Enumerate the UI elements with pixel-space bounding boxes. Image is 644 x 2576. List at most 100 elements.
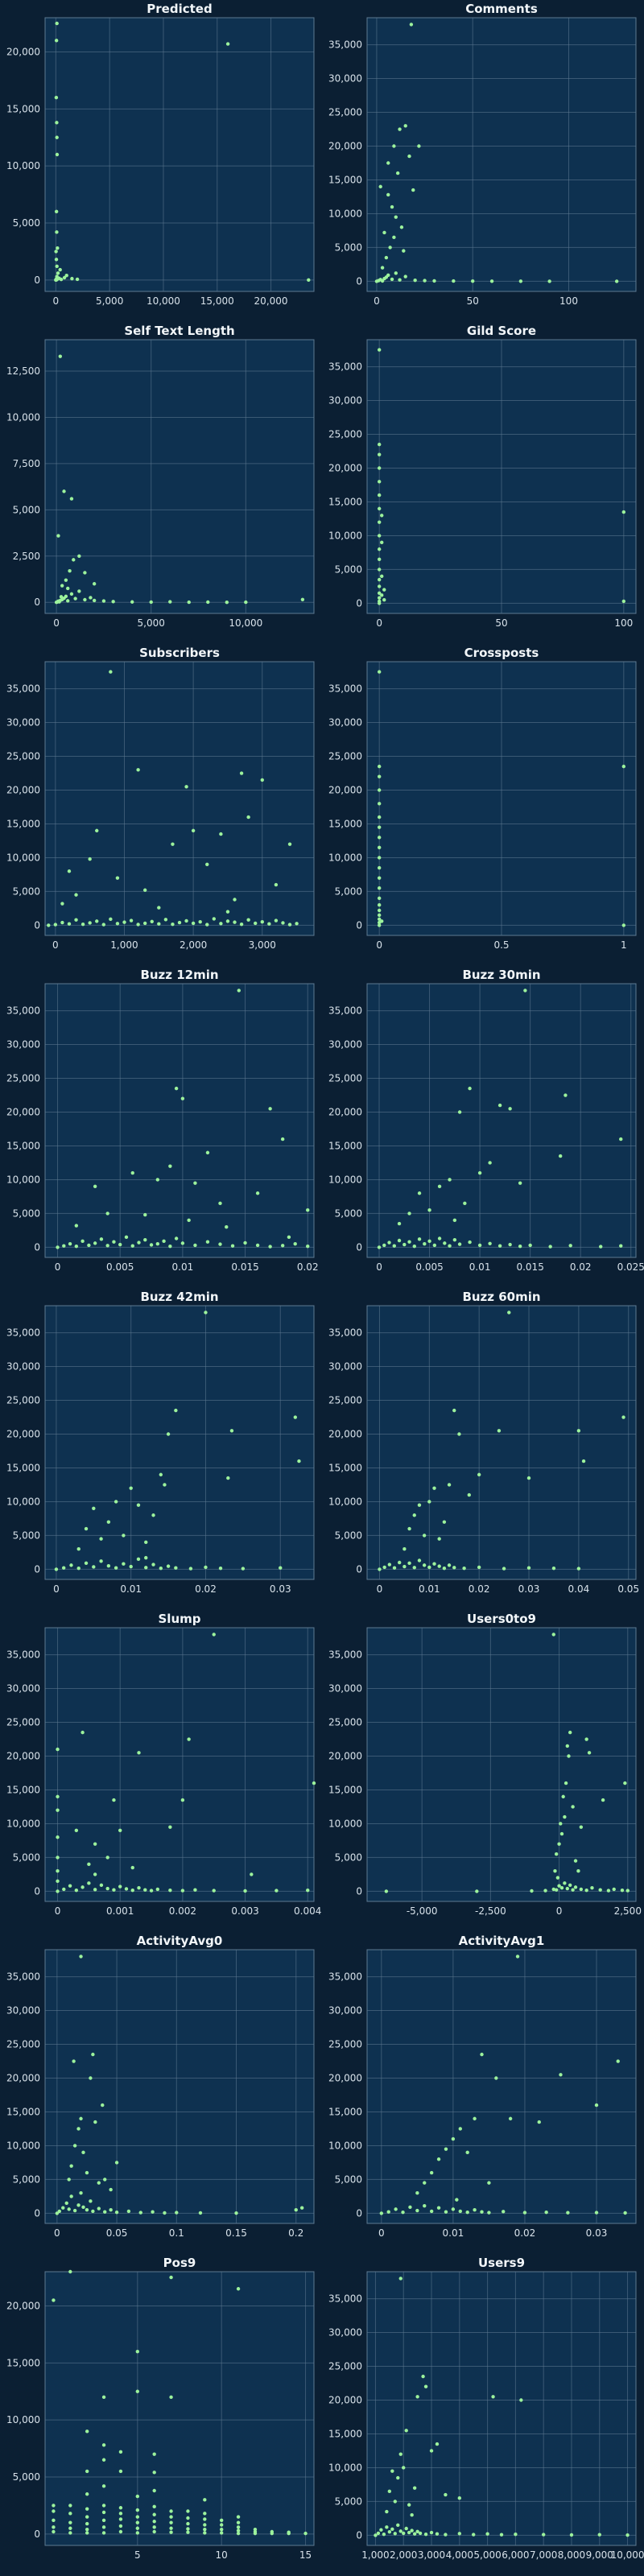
data-point	[412, 2532, 417, 2536]
data-point	[175, 2211, 179, 2215]
data-point	[114, 1566, 118, 1570]
data-point	[462, 1566, 466, 1571]
data-point	[443, 1241, 447, 1245]
data-point	[423, 1242, 427, 1246]
data-point	[56, 1879, 60, 1884]
data-point	[432, 1486, 436, 1490]
y-tick-label: 30,000	[328, 2327, 362, 2339]
data-point	[397, 1221, 402, 1226]
x-tick-label: 0.01	[172, 1261, 194, 1273]
x-tick-label: 100	[559, 295, 578, 307]
y-tick-label: 2,500	[13, 551, 40, 562]
data-point	[56, 271, 60, 275]
data-point	[473, 2116, 477, 2121]
data-point	[508, 1242, 512, 1247]
data-point	[377, 493, 382, 497]
data-point	[69, 497, 74, 501]
plot-border	[366, 1305, 637, 1580]
data-point	[444, 2492, 448, 2497]
data-point	[573, 1859, 578, 1863]
data-point	[402, 249, 406, 253]
data-point	[88, 857, 92, 861]
data-point	[621, 764, 626, 769]
data-point	[219, 2531, 224, 2535]
data-point	[151, 1563, 155, 1567]
data-point	[415, 2191, 419, 2195]
data-point	[402, 2531, 406, 2536]
y-tick-label: 15,000	[328, 174, 362, 185]
data-point	[377, 896, 382, 901]
data-point	[233, 898, 237, 902]
y-tick-label: 0	[34, 2207, 40, 2219]
chart-title: Self Text Length	[124, 324, 234, 338]
data-point	[573, 1885, 578, 1889]
y-tick-label: 20,000	[328, 1429, 362, 1440]
data-point	[73, 597, 77, 601]
x-tick-label: -5,000	[407, 1905, 438, 1917]
y-tick-label: 30,000	[6, 1361, 40, 1373]
data-point	[67, 2178, 71, 2182]
data-point	[270, 2529, 275, 2534]
data-point	[287, 2530, 291, 2534]
y-tick-label: 5,000	[335, 886, 362, 897]
y-tick-label: 10,000	[6, 2140, 40, 2151]
data-point	[137, 1241, 141, 1245]
data-point	[135, 2515, 140, 2519]
data-point	[376, 2531, 381, 2536]
data-point	[518, 1181, 522, 1185]
x-tick-label: 0.005	[106, 1261, 134, 1273]
data-point	[477, 1170, 482, 1175]
data-point	[422, 1563, 427, 1567]
data-point	[149, 600, 153, 605]
data-point	[239, 922, 244, 927]
data-point	[306, 1244, 310, 1249]
data-point	[555, 1876, 560, 1880]
data-point	[569, 2533, 574, 2537]
data-point	[186, 2516, 190, 2520]
plot-border	[366, 17, 637, 292]
y-tick-label: 10,000	[328, 530, 362, 541]
data-point	[415, 2208, 419, 2213]
data-point	[598, 1888, 602, 1892]
data-point	[101, 2443, 106, 2447]
data-point	[101, 599, 106, 603]
data-point	[432, 1562, 436, 1566]
data-point	[79, 1955, 83, 1959]
data-point	[233, 920, 237, 924]
data-point	[69, 2164, 73, 2168]
data-point	[130, 1888, 134, 1893]
data-point	[74, 1828, 79, 1833]
data-point	[122, 1562, 126, 1566]
data-point	[68, 1242, 72, 1246]
data-point	[122, 920, 126, 924]
y-tick-label: 20,000	[328, 1751, 362, 1762]
data-point	[436, 2206, 441, 2210]
chart-title: Buzz 42min	[140, 1290, 218, 1304]
data-point	[435, 2442, 440, 2446]
data-point	[225, 910, 230, 914]
y-tick-label: 30,000	[328, 73, 362, 85]
data-point	[412, 1566, 416, 1570]
data-point	[151, 2210, 155, 2214]
data-point	[312, 1781, 316, 1785]
data-point	[56, 1869, 60, 1873]
data-point	[99, 1559, 103, 1563]
scatter-chart-activityavg1: ActivityAvg1 0 0.01 0.02 0.03 0 5,000 10,000 15,…	[328, 1934, 637, 2239]
x-tick-label: 0.04	[568, 1583, 590, 1595]
data-point	[380, 540, 384, 545]
data-point	[169, 2526, 173, 2530]
data-point	[246, 918, 250, 922]
data-point	[85, 2170, 89, 2175]
y-tick-label: 20,000	[6, 1751, 40, 1762]
data-point	[56, 1794, 60, 1799]
data-point	[212, 917, 217, 921]
data-point	[236, 2287, 241, 2291]
data-point	[109, 670, 113, 674]
data-point	[56, 1889, 60, 1893]
data-point	[85, 2527, 89, 2532]
scatter-chart-comments: Comments 0 50 100 0 5,000 10,000 15,000 20,000 25…	[328, 2, 637, 307]
data-point	[472, 2533, 476, 2537]
y-tick-label: 35,000	[6, 683, 40, 695]
data-point	[287, 1235, 291, 1240]
